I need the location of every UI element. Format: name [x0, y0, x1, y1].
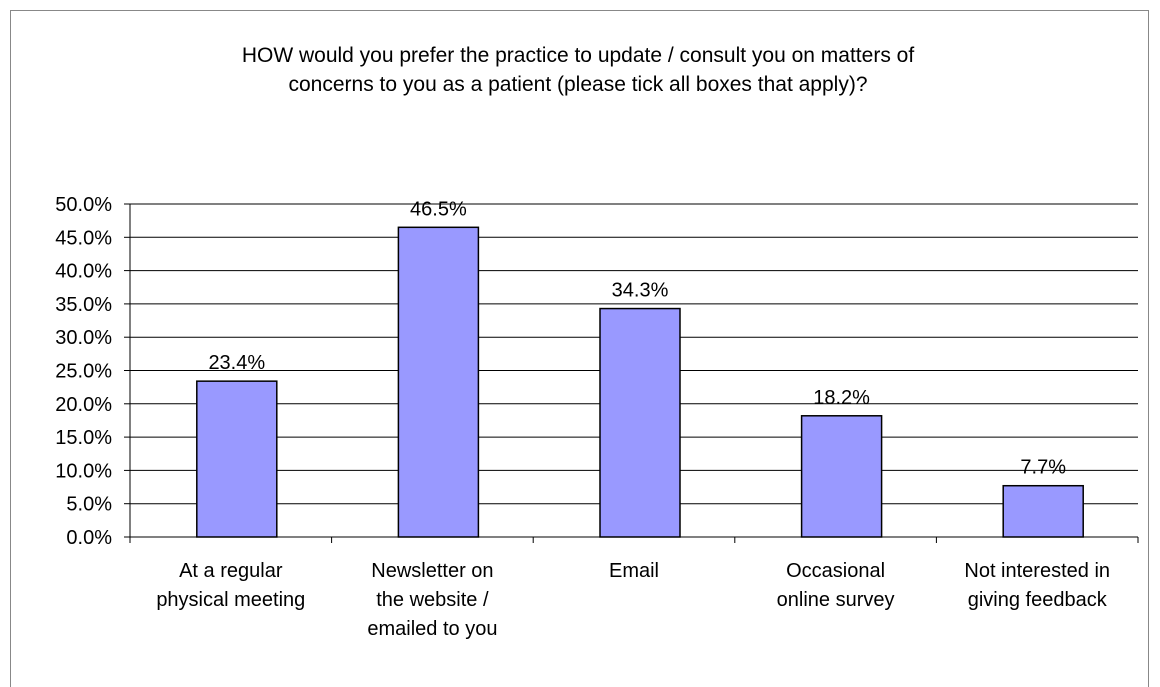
- y-tick-label: 10.0%: [55, 460, 112, 482]
- value-label: 7.7%: [1020, 457, 1066, 479]
- x-tick-label: Occasional online survey: [777, 560, 895, 611]
- x-tick-label: Newsletter on the website / emailed to you: [367, 560, 497, 640]
- x-tick-label: Email: [609, 560, 659, 582]
- y-tick-label: 35.0%: [55, 294, 112, 316]
- value-label: 23.4%: [208, 352, 265, 374]
- y-tick-label: 0.0%: [66, 527, 112, 549]
- chart-border: [10, 10, 1149, 687]
- value-label: 46.5%: [410, 198, 467, 220]
- y-tick-label: 30.0%: [55, 327, 112, 349]
- y-tick-label: 20.0%: [55, 394, 112, 416]
- y-tick-label: 40.0%: [55, 261, 112, 283]
- bar: [1002, 484, 1084, 538]
- value-label: 34.3%: [612, 280, 669, 302]
- bar: [800, 415, 883, 538]
- y-tick-label: 15.0%: [55, 427, 112, 449]
- bar: [599, 307, 681, 538]
- y-tick-label: 45.0%: [55, 227, 112, 249]
- x-tick-label: At a regular physical meeting: [156, 560, 305, 611]
- y-tick-label: 50.0%: [55, 194, 112, 216]
- y-tick-label: 5.0%: [66, 494, 112, 516]
- value-label: 18.2%: [813, 387, 870, 409]
- bar: [397, 226, 480, 538]
- bar: [196, 380, 278, 538]
- y-tick-label: 25.0%: [55, 361, 112, 383]
- x-tick-label: Not interested in giving feedback: [964, 560, 1110, 611]
- chart-title: HOW would you prefer the practice to upd…: [242, 44, 915, 96]
